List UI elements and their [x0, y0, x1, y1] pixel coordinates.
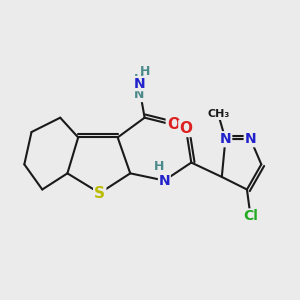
Text: N: N	[134, 76, 145, 91]
Text: O: O	[167, 117, 180, 132]
Text: Cl: Cl	[243, 209, 258, 224]
Text: H
N: H N	[134, 73, 144, 101]
Text: O: O	[179, 121, 192, 136]
Text: CH₃: CH₃	[207, 109, 229, 119]
Text: H: H	[140, 64, 150, 77]
Text: S: S	[94, 186, 105, 201]
Text: N: N	[159, 173, 170, 188]
Text: N: N	[245, 132, 256, 146]
Text: N: N	[220, 132, 231, 146]
Text: H: H	[154, 160, 164, 173]
